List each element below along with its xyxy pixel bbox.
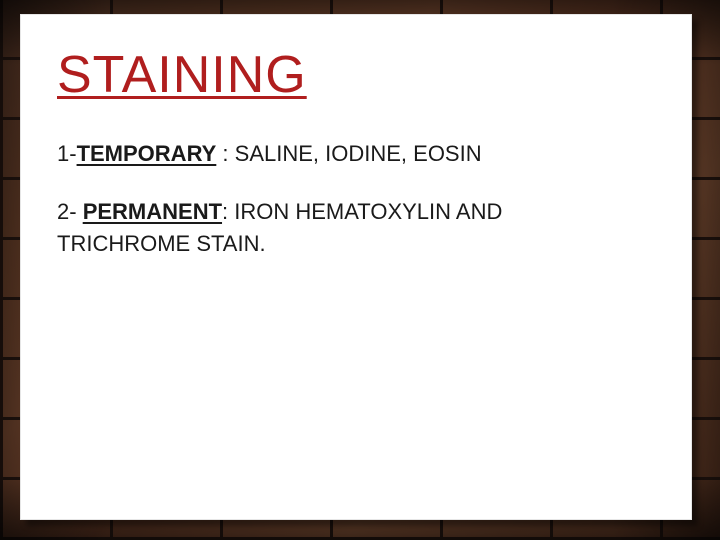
line1-rest: : SALINE, IODINE, EOSIN [216, 141, 481, 166]
slide-title: STAINING [57, 45, 655, 105]
line2-prefix: 2- [57, 199, 83, 224]
line1-label: TEMPORARY [77, 141, 217, 166]
body-line-1: 1-TEMPORARY : SALINE, IODINE, EOSIN [57, 139, 655, 170]
line1-prefix: 1- [57, 141, 77, 166]
line2-label: PERMANENT [83, 199, 222, 224]
slide-card: STAINING 1-TEMPORARY : SALINE, IODINE, E… [20, 14, 692, 520]
body-line-2: 2- PERMANENT: IRON HEMATOXYLIN AND TRICH… [57, 196, 597, 260]
